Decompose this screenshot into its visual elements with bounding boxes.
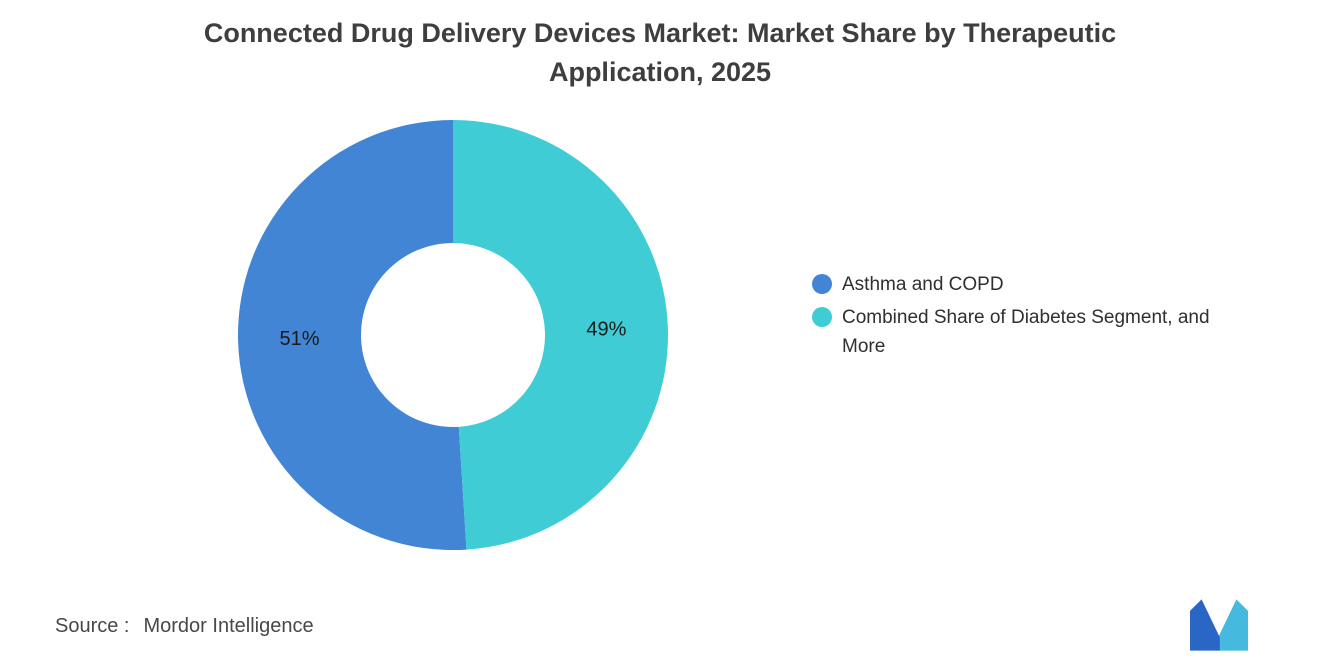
legend-item-asthma-copd: Asthma and COPD [812,270,1232,299]
legend-item-diabetes-more: Combined Share of Diabetes Segment, and … [812,303,1232,361]
logo-left-shape [1190,599,1220,651]
legend-label: Asthma and COPD [842,274,1004,295]
mordor-intelligence-logo [1190,598,1248,652]
legend-marker-icon [812,274,832,294]
donut-chart-area: 51% 49% [218,100,688,570]
pie-slice-data-label: 51% [280,328,320,350]
logo-m-icon [1190,599,1248,651]
source-value: Mordor Intelligence [143,615,314,637]
chart-title: Connected Drug Delivery Devices Market: … [203,18,1117,88]
source-line: Source : Mordor Intelligence [55,615,314,638]
pie-slice-data-label: 49% [586,318,626,340]
legend-marker-icon [812,307,832,327]
logo-right-shape [1218,599,1248,651]
pie-slice [453,120,668,550]
source-label: Source : [55,615,130,637]
pie-slice [237,120,467,550]
chart-legend: Asthma and COPD Combined Share of Diabet… [812,270,1232,365]
donut-chart: 51% 49% [237,120,668,550]
legend-label: Combined Share of Diabetes Segment, and … [842,307,1210,357]
